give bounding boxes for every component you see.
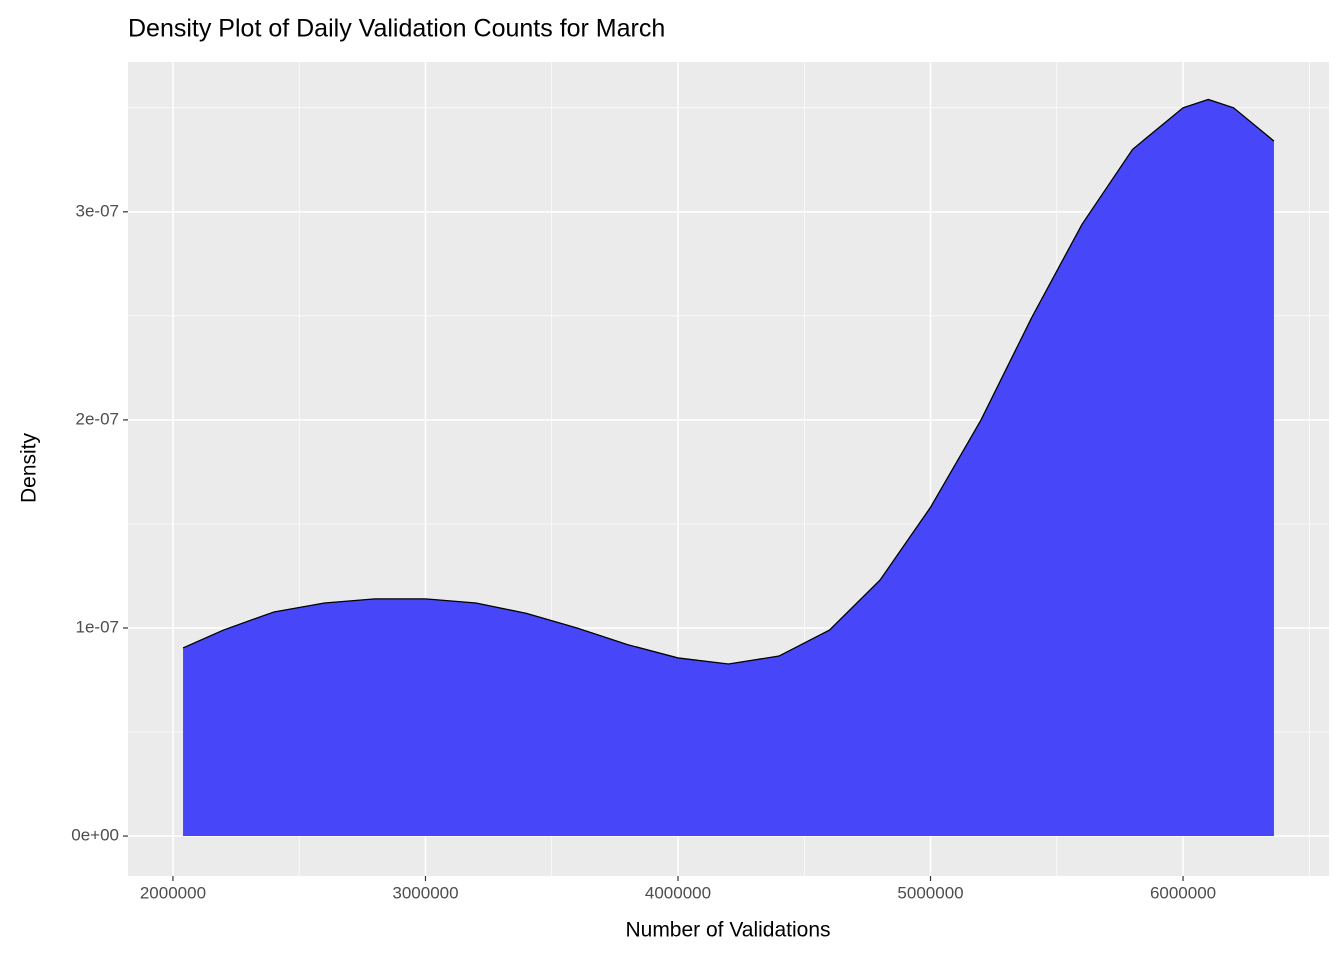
density-line — [182, 98, 1275, 665]
y-tick-label: 2e-07 — [76, 409, 119, 428]
x-tick-label: 6000000 — [1150, 883, 1216, 902]
y-axis-title: Density — [18, 432, 41, 503]
x-tick-label: 5000000 — [897, 883, 963, 902]
y-tick-label: 1e-07 — [76, 617, 119, 636]
y-tick-label: 0e+00 — [71, 826, 119, 845]
x-tick-label: 2000000 — [140, 883, 206, 902]
y-tick-label: 3e-07 — [76, 201, 119, 220]
chart-title: Density Plot of Daily Validation Counts … — [128, 15, 665, 43]
x-axis-title: Number of Validations — [625, 919, 830, 942]
density-area — [183, 99, 1274, 837]
x-tick-label: 4000000 — [645, 883, 711, 902]
x-tick-label: 3000000 — [392, 883, 458, 902]
